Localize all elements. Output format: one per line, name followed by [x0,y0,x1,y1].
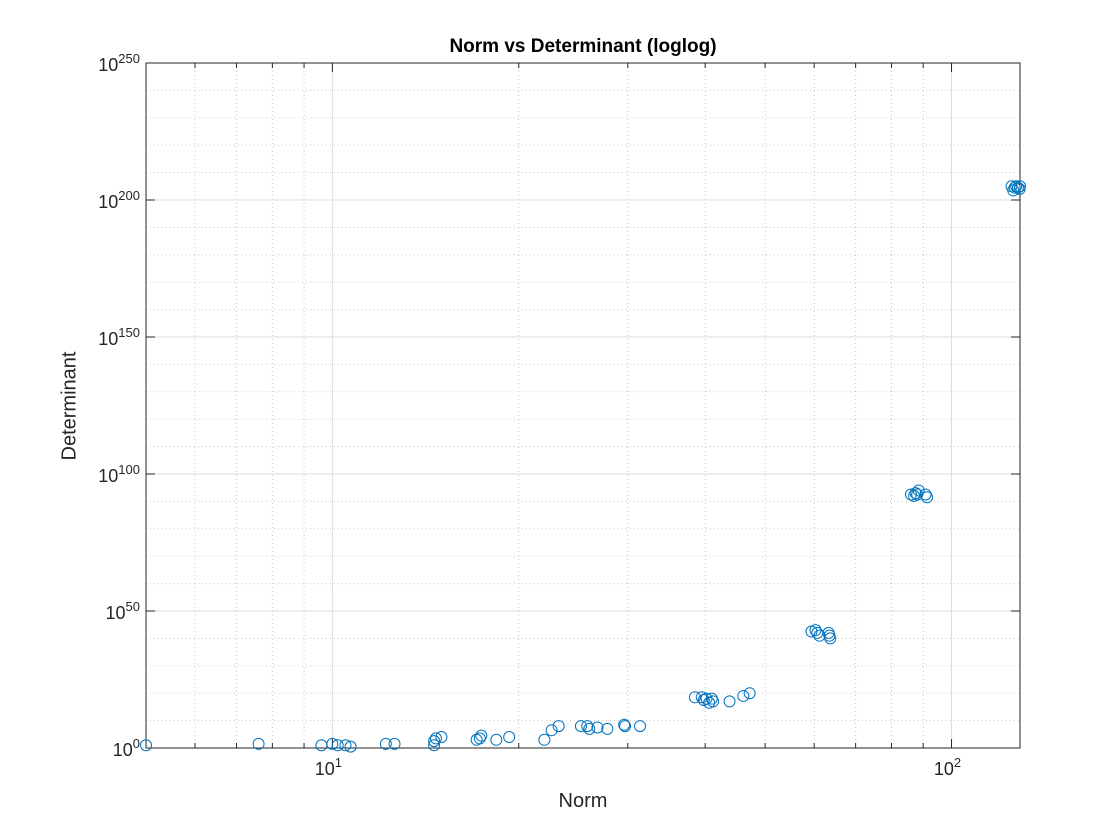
data-point [723,695,736,708]
data-point [252,737,265,750]
data-point [737,689,750,702]
data-point [591,721,604,734]
data-point [428,735,441,748]
axes-box [145,62,1021,749]
data-point [435,731,448,744]
data-point [601,722,614,735]
data-point [140,739,152,752]
data-point [697,694,710,707]
data-point [705,692,718,705]
data-point [688,691,701,704]
data-point [475,729,488,742]
y-tick-label: 10200 [98,188,140,212]
data-point [339,739,352,752]
data-point [1010,180,1023,193]
x-tick-label: 101 [315,755,342,779]
data-point [344,740,357,753]
y-axis-label: Determinant [58,351,81,461]
data-point [919,488,932,501]
data-point [912,484,925,497]
x-tick-label: 102 [934,755,961,779]
y-tick-label: 10100 [98,462,140,486]
data-point [538,733,551,746]
data-point [574,720,587,733]
data-point [552,720,565,733]
data-point [473,732,486,745]
data-point [583,722,596,735]
y-tick-label: 10250 [98,51,140,75]
y-tick-label: 10150 [98,325,140,349]
data-point [619,720,632,733]
data-point [429,732,442,745]
data-point [909,487,922,500]
data-point [700,692,713,705]
data-point [707,695,720,708]
y-tick-label: 1050 [106,599,141,623]
data-point [634,720,647,733]
data-point [921,491,934,504]
data-point [331,739,344,752]
y-tick-label: 100 [113,736,140,760]
data-point [1011,181,1024,194]
data-point [315,739,328,752]
data-point [379,737,392,750]
data-point [388,737,401,750]
x-axis-label: Norm [558,790,608,812]
data-point [503,731,516,744]
data-point [824,632,837,645]
data-point [1014,180,1026,193]
data-point [545,724,558,737]
data-point [326,737,339,750]
chart-title: Norm vs Determinant (loglog) [449,36,717,57]
data-point [1008,181,1021,194]
data-point [490,733,503,746]
data-point [581,720,594,733]
data-point [428,739,441,752]
data-point [618,718,631,731]
data-point [743,687,756,700]
